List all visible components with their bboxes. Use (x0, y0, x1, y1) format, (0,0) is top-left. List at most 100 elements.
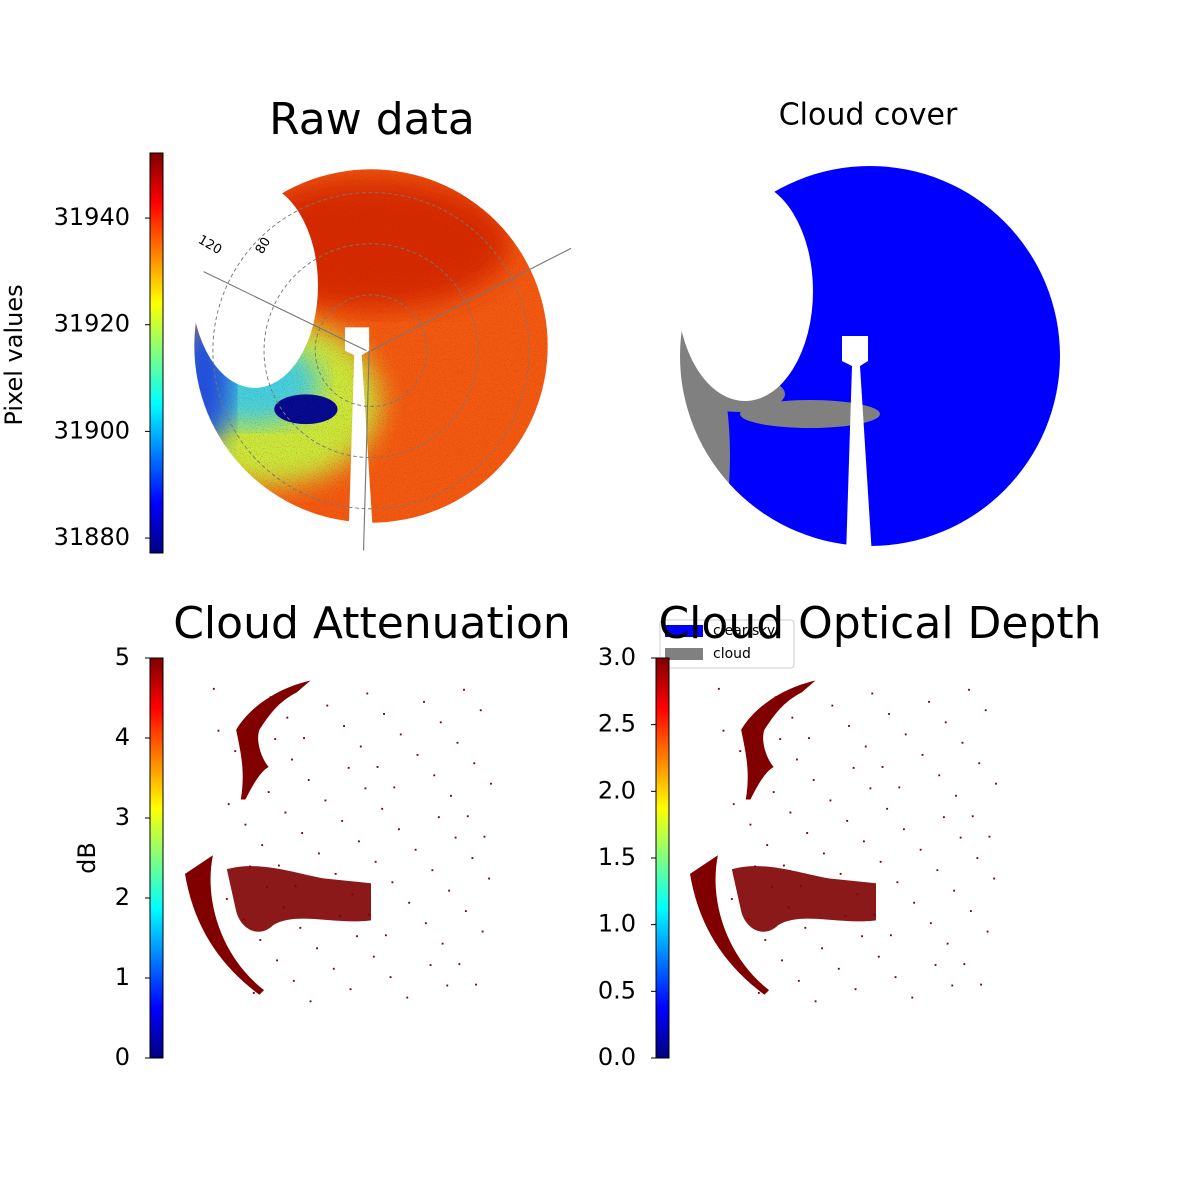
image-speck (384, 934, 387, 937)
image-speck (804, 926, 807, 929)
image-speck (961, 741, 964, 744)
image-panel (650, 156, 1090, 586)
image-speck (278, 864, 280, 867)
image-speck (879, 860, 882, 863)
image-speck (326, 704, 329, 707)
image-speck (783, 864, 785, 867)
image-speck (894, 976, 897, 979)
legend-swatch (665, 648, 703, 660)
colorbar-tick-label: 3 (115, 803, 130, 831)
image-speck (332, 967, 335, 970)
image-speck (234, 750, 237, 753)
image-speck (988, 835, 991, 838)
image-speck (276, 959, 278, 962)
image-speck (791, 716, 794, 719)
panel-title: Cloud Attenuation (173, 598, 571, 649)
image-speck (236, 971, 239, 974)
image-speck (904, 733, 907, 736)
image-speck (772, 791, 775, 793)
image-panel (185, 680, 492, 1003)
image-speck (299, 926, 302, 929)
image-speck (475, 983, 478, 986)
image-speck (864, 745, 867, 748)
image-speck (953, 889, 956, 892)
colorbar-tick-label: 3.0 (598, 643, 636, 671)
image-speck (797, 979, 800, 982)
image-speck (301, 832, 304, 834)
image-cloud (705, 194, 775, 218)
image-speck (423, 700, 425, 703)
image-speck (986, 930, 989, 933)
image-cloud (731, 866, 876, 932)
image-speck (351, 893, 354, 896)
image-speck (984, 709, 987, 712)
image-speck (898, 786, 901, 789)
colorbar-tick-label: 1 (115, 963, 130, 991)
image-speck (848, 725, 850, 727)
image-speck (730, 898, 733, 900)
colorbar-tick-label: 2.5 (598, 710, 636, 738)
image-speck (431, 869, 434, 872)
image-speck (799, 885, 802, 887)
image-speck (741, 971, 744, 974)
image-speck (862, 840, 865, 843)
colorbar-tick-label: 1.0 (598, 910, 636, 938)
image-cloud (185, 855, 265, 995)
image-cloud (650, 326, 730, 586)
image-speck (963, 963, 966, 966)
image-speck (291, 758, 293, 761)
image-speck (951, 984, 954, 987)
image-speck (414, 848, 417, 851)
image-speck (282, 906, 285, 909)
image-speck (756, 770, 758, 773)
image-speck (889, 934, 892, 937)
image-speck (357, 840, 360, 843)
image-speck (284, 811, 287, 814)
image-speck (747, 918, 750, 921)
image-speck (374, 860, 377, 863)
legend-label: clear sky (713, 623, 775, 639)
image-speck (479, 709, 482, 712)
image-speck (383, 713, 385, 715)
image-speck (265, 885, 268, 888)
image-speck (971, 815, 974, 818)
sky-image (650, 156, 1090, 586)
image-speck (806, 832, 809, 834)
image-clear (670, 156, 1090, 576)
image-speck (877, 955, 880, 958)
image-cloud (695, 376, 785, 412)
image-speck (458, 963, 461, 966)
image-speck (944, 721, 947, 724)
image-speck (888, 713, 890, 715)
polar-grid (314, 294, 428, 407)
image-speck (339, 914, 342, 917)
image-speck (341, 819, 344, 822)
image-speck (372, 955, 375, 958)
image-speck (869, 787, 872, 790)
colorbar-tick-label: 4 (115, 723, 130, 751)
image-speck (754, 865, 757, 868)
image-cloud (226, 866, 371, 932)
image-speck (881, 766, 884, 768)
image-speck (993, 877, 996, 880)
image-speck (787, 906, 790, 909)
image-speck (902, 828, 905, 831)
image-speck (441, 942, 444, 945)
image-speck (938, 774, 941, 777)
image-speck (873, 913, 876, 916)
image-cloud (741, 680, 816, 800)
image-speck (829, 799, 832, 802)
image-speck (217, 729, 220, 732)
image-speck (821, 947, 823, 950)
image-speck (976, 857, 979, 860)
image-speck (959, 836, 962, 839)
image-speck (717, 687, 720, 690)
legend-swatch (665, 625, 703, 637)
image-speck (324, 799, 327, 802)
image-speck (781, 959, 783, 962)
image-speck (739, 750, 742, 753)
image-speck (286, 716, 289, 719)
image-speck (391, 881, 394, 884)
image-speck (980, 983, 983, 986)
image-panel (690, 680, 997, 1003)
